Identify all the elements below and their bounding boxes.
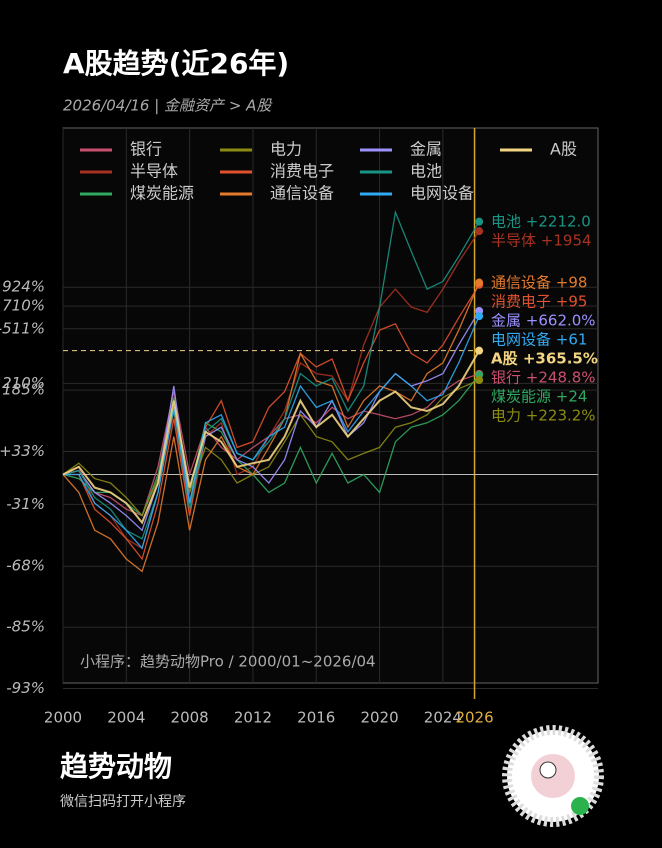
end-label: 电力 +223.2%	[491, 406, 596, 424]
legend-label: 通信设备	[270, 184, 334, 203]
end-label-name: A股	[491, 349, 519, 367]
y-tick-label: -31%	[6, 495, 45, 513]
series-line	[63, 284, 480, 561]
lines	[62, 209, 484, 573]
x-tick-label: 2026	[455, 709, 493, 727]
end-label-value: +248.8%	[526, 368, 596, 386]
end-label-name: 电网设备	[491, 330, 551, 348]
series-line	[63, 315, 480, 550]
end-label: 煤炭能源 +24	[491, 387, 587, 405]
end-point	[475, 217, 484, 226]
y-tick-label: 185%	[2, 381, 45, 399]
qr-code	[502, 725, 604, 827]
end-label: A股 +365.5%	[491, 349, 598, 367]
end-label: 电网设备 +61	[491, 330, 587, 348]
legend-label: 银行	[130, 140, 162, 159]
end-label-name: 消费电子	[491, 292, 551, 310]
x-tick-label: 2016	[297, 709, 335, 727]
end-label-name: 金属	[491, 311, 521, 329]
end-point	[475, 312, 484, 321]
end-label-value: +95	[556, 292, 588, 310]
end-label-value: +223.2%	[526, 406, 596, 424]
legend-label: 电力	[270, 140, 302, 159]
end-label: 银行 +248.8%	[491, 368, 596, 386]
legend-label: A股	[550, 140, 577, 159]
series-line	[62, 374, 480, 517]
end-label: 电池 +2212.0	[491, 212, 591, 230]
watermark: 小程序：趋势动物Pro / 2000/01~2026/04	[80, 653, 376, 671]
end-label: 半导体 +1954	[491, 231, 592, 249]
end-label-name: 银行	[491, 368, 521, 386]
subtitle: 2026/04/16 | 金融资产 > A股	[63, 97, 273, 115]
y-tick-label: 710%	[2, 297, 45, 315]
series-line	[62, 282, 480, 573]
end-label-name: 半导体	[491, 231, 536, 249]
legend-label: 金属	[410, 140, 442, 159]
grid	[62, 128, 598, 699]
y-tick-label: 210%	[2, 374, 45, 392]
x-tick-label: 2004	[107, 709, 145, 727]
y-tick-label: -93%	[6, 679, 45, 697]
plot-area	[62, 127, 599, 684]
end-label: 通信设备 +98	[491, 273, 587, 291]
end-label-name: 电池	[491, 212, 521, 230]
series-line	[62, 379, 480, 517]
end-label-value: +24	[556, 387, 588, 405]
end-label-value: +2212.0	[526, 212, 591, 230]
x-tick-label: 2012	[234, 709, 272, 727]
end-label-name: 通信设备	[491, 273, 551, 291]
end-label-value: +662.0%	[526, 311, 596, 329]
end-label-value: +98	[556, 273, 588, 291]
end-point	[475, 227, 484, 236]
y-tick-label: 924%	[2, 278, 45, 296]
x-tick-label: 2020	[360, 709, 398, 727]
y-tick-label: -85%	[6, 618, 45, 636]
end-point	[475, 278, 484, 287]
end-point	[475, 346, 484, 355]
series-line	[62, 209, 480, 540]
x-tick-label: 2024	[424, 709, 462, 727]
y-tick-label: +33%	[0, 442, 45, 460]
x-tick-label: 2000	[44, 709, 82, 727]
legend-label: 电池	[410, 162, 442, 181]
y-tick-label: -68%	[6, 557, 45, 575]
title: A股趋势(近26年)	[63, 47, 289, 80]
end-label-name: 电力	[491, 406, 521, 424]
legend-label: 电网设备	[410, 184, 474, 203]
end-label-value: +61	[556, 330, 588, 348]
end-label: 消费电子 +95	[491, 292, 587, 310]
legend-label: 煤炭能源	[130, 184, 194, 203]
legend-label: 消费电子	[270, 162, 334, 181]
brand: 趋势动物	[60, 750, 172, 783]
end-point	[475, 376, 484, 385]
series-line	[62, 350, 480, 525]
end-label: 金属 +662.0%	[491, 311, 596, 329]
x-tick-label: 2008	[171, 709, 209, 727]
caption: 微信扫码打开小程序	[60, 793, 186, 810]
end-label-name: 煤炭能源	[491, 387, 551, 405]
end-label-value: +1954	[541, 231, 592, 249]
end-label-value: +365.5%	[523, 349, 598, 367]
legend-label: 半导体	[130, 162, 178, 181]
y-tick-label: -511%	[0, 319, 45, 337]
